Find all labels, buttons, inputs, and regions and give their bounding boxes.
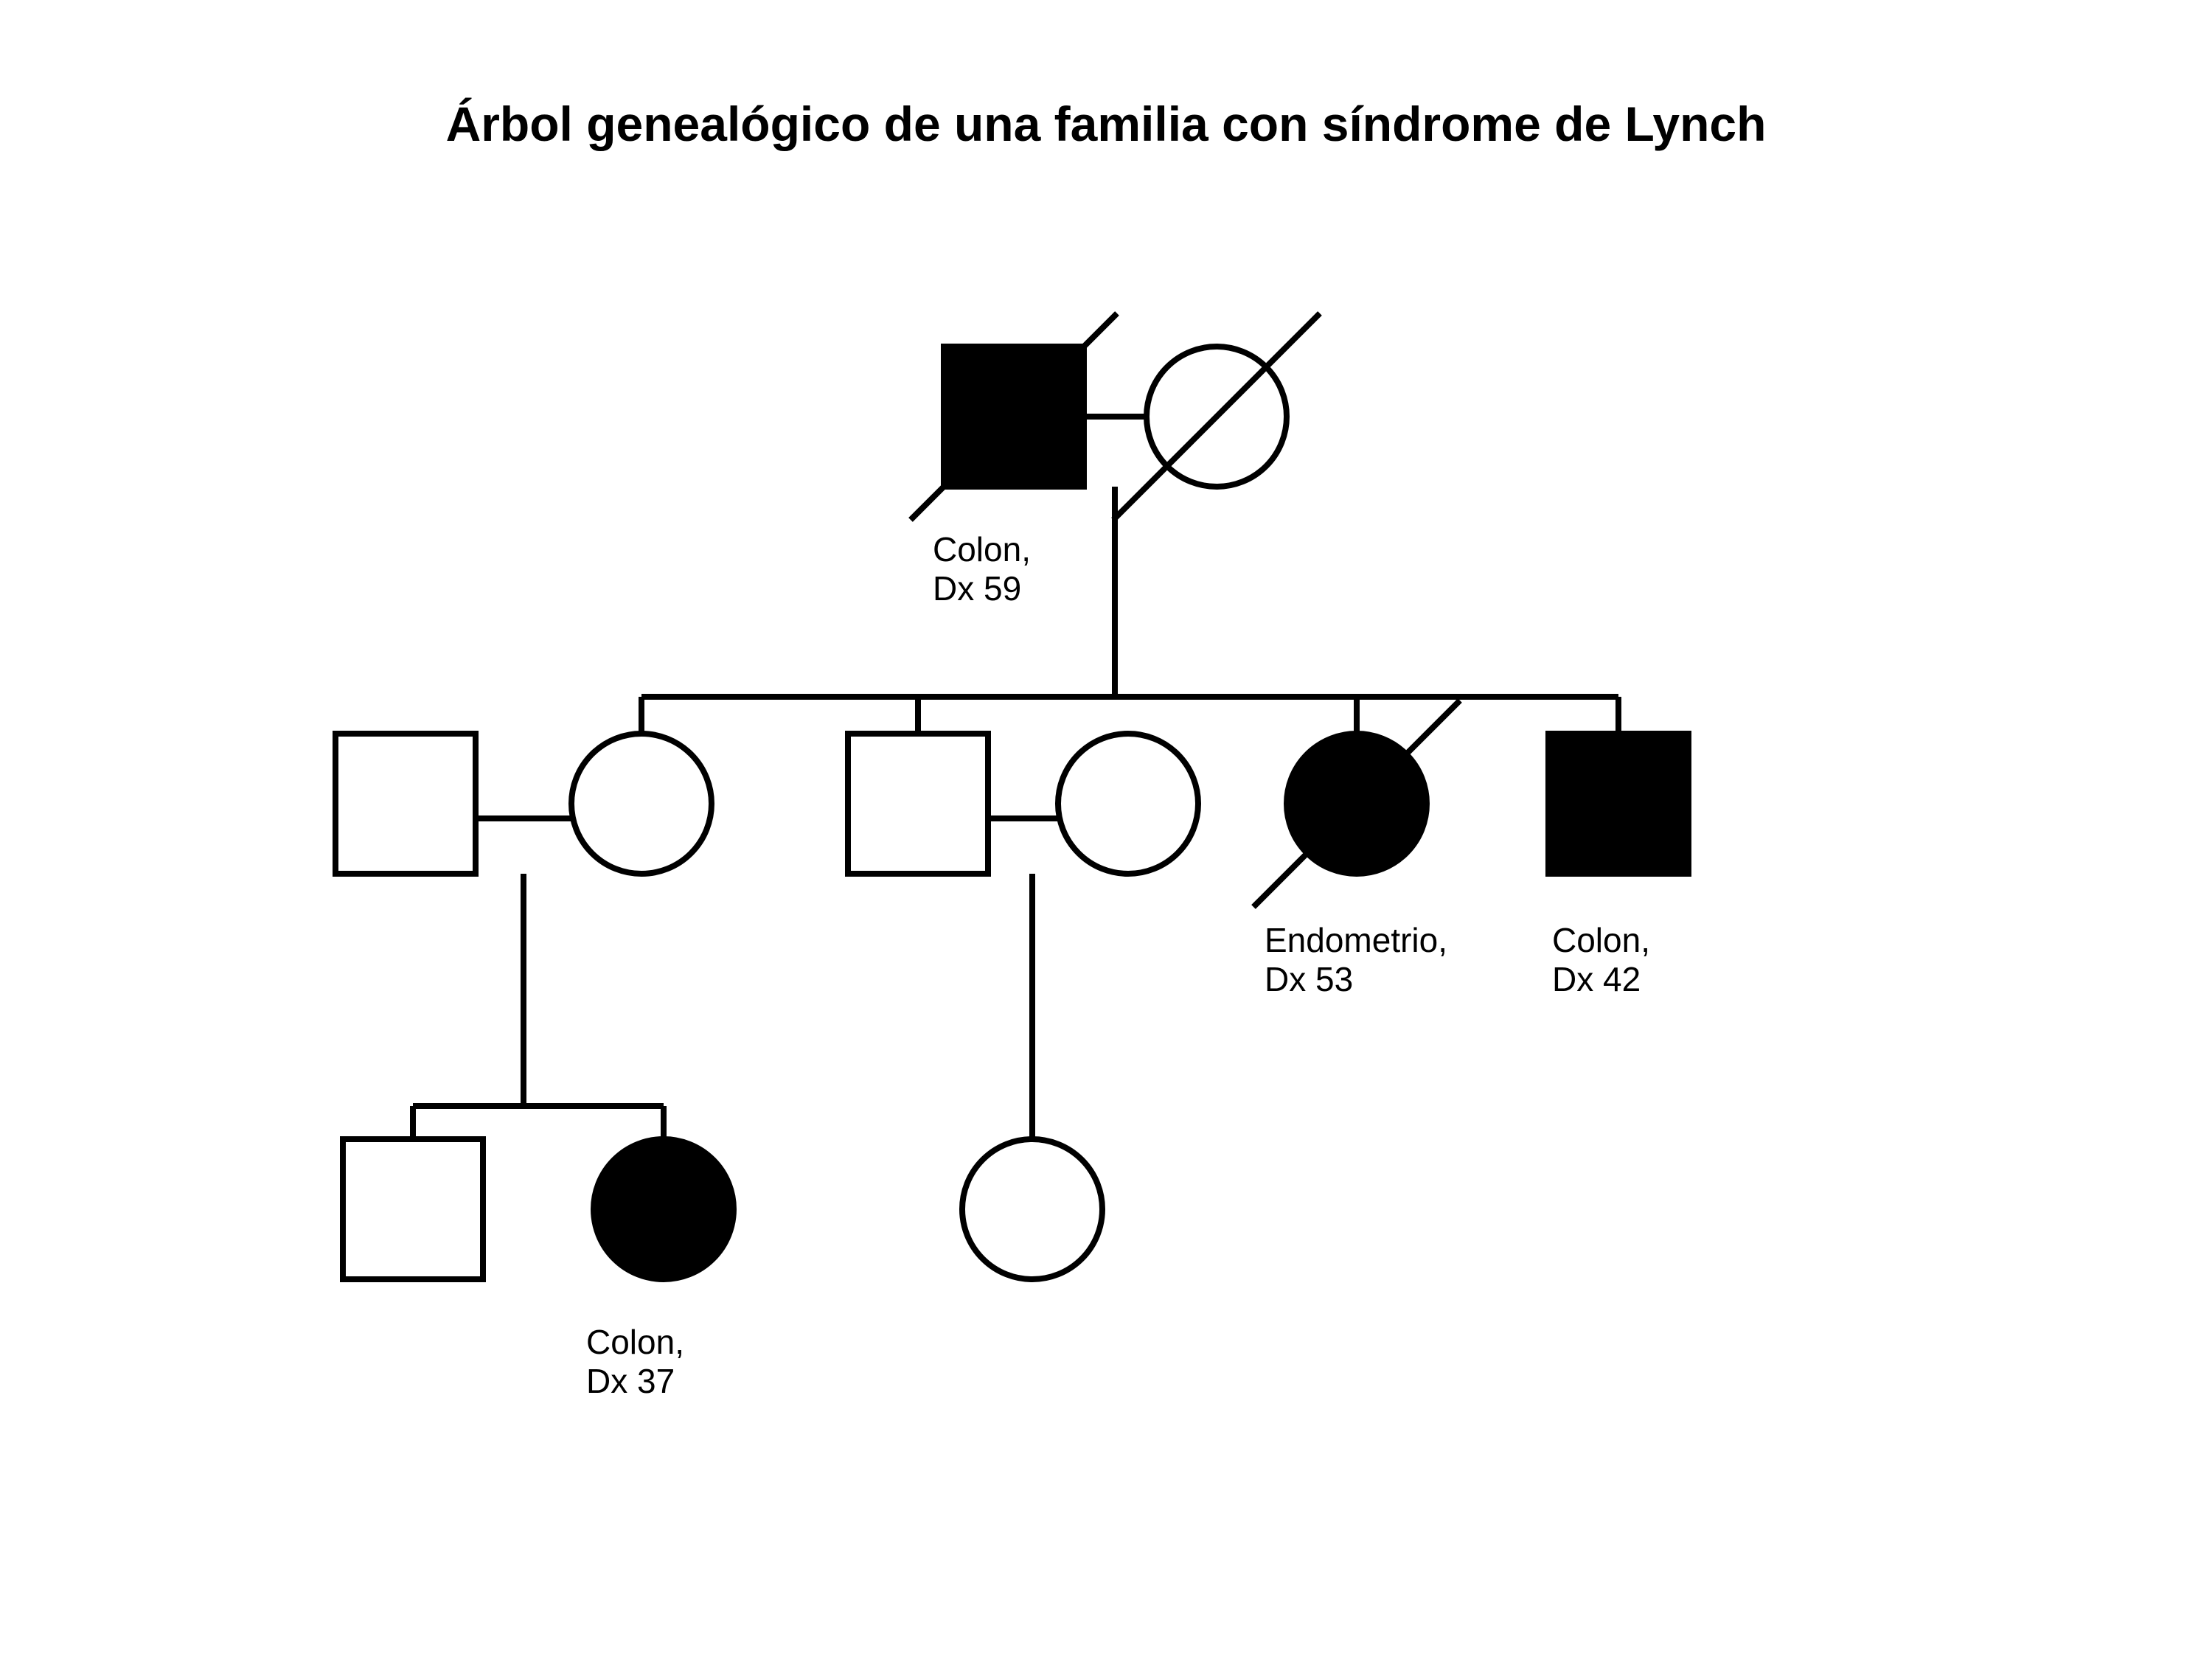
pedigree-diagram: Árbol genealógico de una familia con sín… [0,0,2212,1659]
node-label: Colon, Dx 37 [586,1323,684,1401]
node-label: Colon, Dx 42 [1552,921,1650,999]
node-label: Colon, Dx 59 [933,530,1031,608]
node-label: Endometrio, Dx 53 [1265,921,1447,999]
pedigree-svg [0,0,2212,1659]
